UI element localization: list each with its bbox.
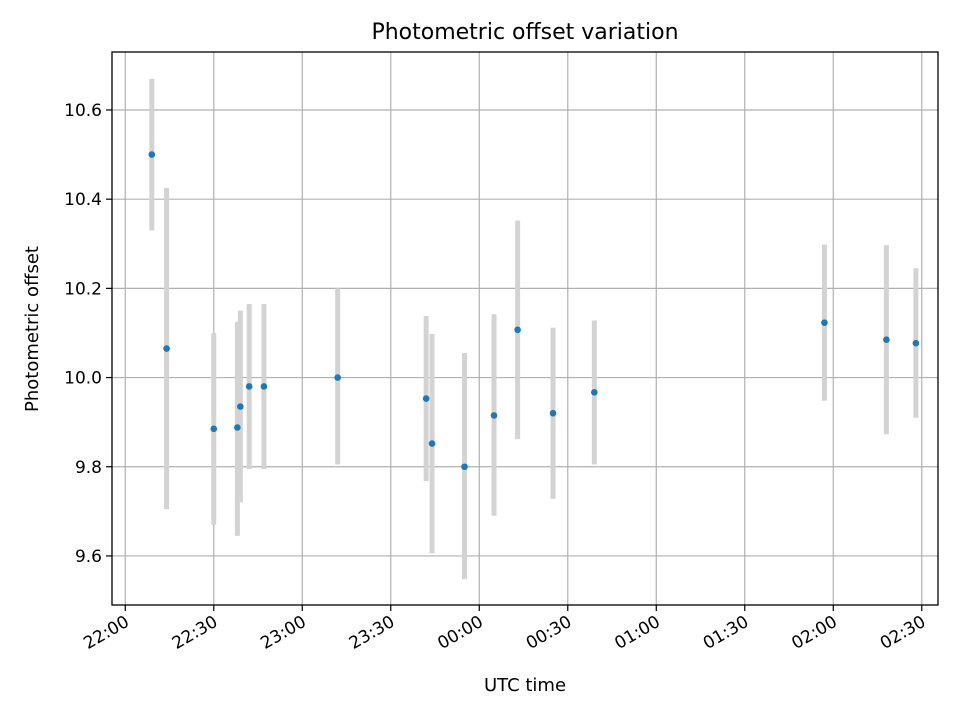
data-point bbox=[148, 151, 156, 158]
error-bar-layer bbox=[149, 78, 919, 580]
y-tick-label: 10.6 bbox=[64, 101, 102, 121]
data-point bbox=[234, 424, 241, 431]
data-point bbox=[163, 345, 170, 352]
data-point bbox=[821, 319, 828, 327]
data-point bbox=[883, 336, 890, 343]
chart-title: Photometric offset variation bbox=[371, 20, 678, 45]
data-point bbox=[912, 339, 920, 347]
data-point bbox=[428, 440, 436, 447]
y-tick-label: 9.8 bbox=[75, 458, 102, 478]
point-layer bbox=[148, 151, 920, 471]
data-point bbox=[245, 383, 253, 390]
data-point bbox=[461, 463, 468, 471]
data-point bbox=[549, 409, 557, 417]
data-point bbox=[237, 403, 244, 410]
plot-frame bbox=[111, 51, 939, 606]
data-point bbox=[490, 412, 498, 419]
data-point bbox=[591, 388, 598, 396]
x-tick-label: 02:00 bbox=[788, 612, 840, 654]
data-point bbox=[514, 326, 521, 334]
y-tick-label: 10.4 bbox=[64, 190, 102, 210]
x-tick-label: 23:30 bbox=[346, 612, 398, 654]
x-tick-label: 02:30 bbox=[877, 612, 929, 654]
y-tick-label: 9.6 bbox=[75, 547, 102, 567]
x-tick-label: 01:30 bbox=[700, 612, 752, 654]
x-tick-label: 22:30 bbox=[169, 612, 221, 654]
x-tick-label: 00:00 bbox=[434, 612, 486, 654]
data-point bbox=[210, 425, 218, 433]
y-tick-label: 10.2 bbox=[64, 279, 102, 299]
y-axis-label: Photometric offset bbox=[22, 246, 43, 412]
x-tick-label: 01:00 bbox=[611, 612, 663, 654]
data-point bbox=[260, 383, 268, 390]
data-point bbox=[422, 395, 430, 402]
x-tick-label: 00:30 bbox=[523, 612, 575, 654]
x-tick-label: 23:00 bbox=[257, 612, 309, 654]
y-tick-label: 10.0 bbox=[64, 369, 102, 389]
x-tick-label: 22:00 bbox=[80, 612, 132, 654]
x-axis-label: UTC time bbox=[484, 675, 566, 696]
data-point bbox=[334, 374, 341, 381]
